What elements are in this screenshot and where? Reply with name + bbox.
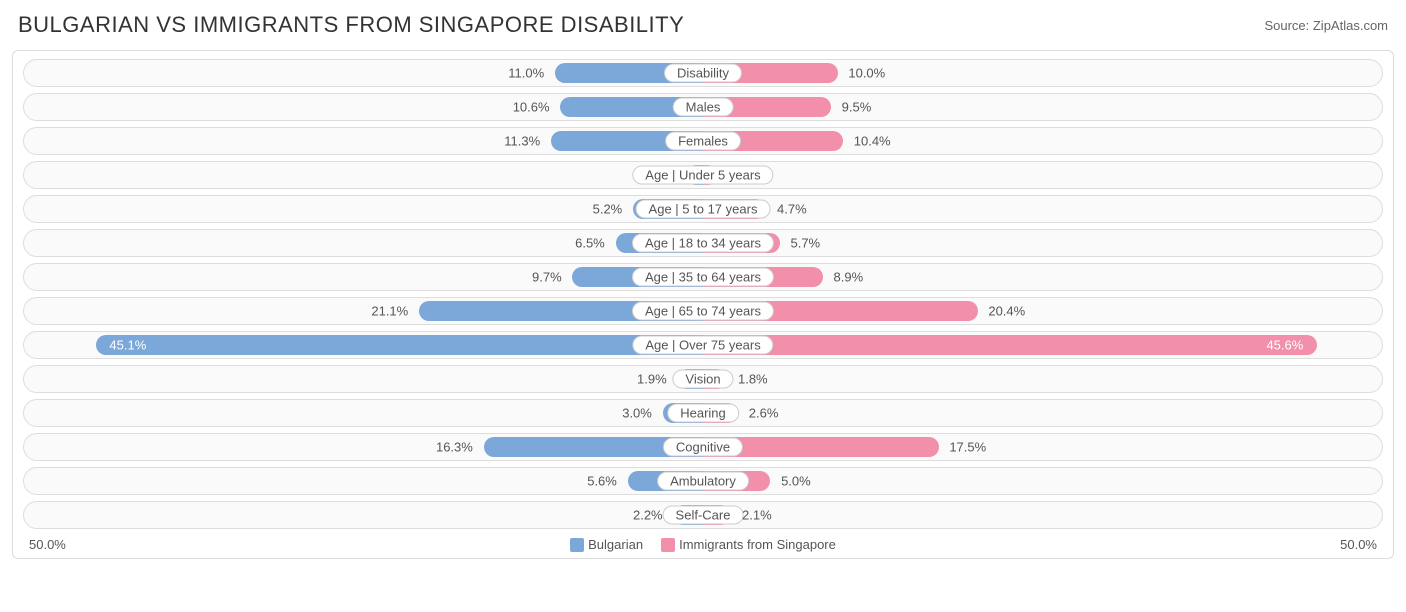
header: BULGARIAN VS IMMIGRANTS FROM SINGAPORE D… <box>0 0 1406 46</box>
data-row: 5.6% 5.0% Ambulatory <box>23 467 1383 495</box>
value-right: 45.6% <box>1266 338 1303 353</box>
data-row: 10.6% 9.5% Males <box>23 93 1383 121</box>
chart-area: 11.0%10.0%Disability10.6%9.5%Males11.3%1… <box>12 50 1394 559</box>
axis-right-max: 50.0% <box>1340 537 1377 552</box>
value-left: 2.2% <box>633 508 663 523</box>
category-label: Age | 35 to 64 years <box>632 268 774 287</box>
value-right: 10.0% <box>848 66 885 81</box>
legend-item-right: Immigrants from Singapore <box>661 537 836 552</box>
data-row: 21.1% 20.4% Age | 65 to 74 years <box>23 297 1383 325</box>
value-left: 1.9% <box>637 372 667 387</box>
data-row: 1.9% 1.8% Vision <box>23 365 1383 393</box>
data-row: 11.0% 10.0% Disability <box>23 59 1383 87</box>
value-left: 5.6% <box>587 474 617 489</box>
bar-right <box>703 335 1317 355</box>
legend-label-right: Immigrants from Singapore <box>679 537 836 552</box>
value-left: 6.5% <box>575 236 605 251</box>
value-right: 2.6% <box>749 406 779 421</box>
value-left: 11.0% <box>508 66 544 81</box>
axis-left-max: 50.0% <box>29 537 66 552</box>
value-right: 20.4% <box>988 304 1025 319</box>
value-right: 8.9% <box>834 270 864 285</box>
value-right: 1.8% <box>738 372 768 387</box>
value-right: 10.4% <box>854 134 891 149</box>
category-label: Females <box>665 132 741 151</box>
category-label: Age | 18 to 34 years <box>632 234 774 253</box>
data-row: 6.5% 5.7% Age | 18 to 34 years <box>23 229 1383 257</box>
value-left: 3.0% <box>622 406 652 421</box>
category-label: Age | Over 75 years <box>632 336 773 355</box>
data-row: 5.2% 4.7% Age | 5 to 17 years <box>23 195 1383 223</box>
value-right: 4.7% <box>777 202 807 217</box>
source-label: Source: ZipAtlas.com <box>1264 18 1388 33</box>
chart-title: BULGARIAN VS IMMIGRANTS FROM SINGAPORE D… <box>18 12 684 38</box>
category-label: Hearing <box>667 404 739 423</box>
value-left: 16.3% <box>436 440 473 455</box>
category-label: Age | 5 to 17 years <box>636 200 771 219</box>
data-row: 16.3% 17.5% Cognitive <box>23 433 1383 461</box>
legend-item-left: Bulgarian <box>570 537 643 552</box>
data-row: 3.0% 2.6% Hearing <box>23 399 1383 427</box>
rows-container: 11.0%10.0%Disability10.6%9.5%Males11.3%1… <box>23 59 1383 529</box>
legend-swatch-right <box>661 538 675 552</box>
value-left: 21.1% <box>371 304 408 319</box>
value-right: 2.1% <box>742 508 772 523</box>
data-row: 1.3%1.1%Age | Under 5 years <box>23 161 1383 189</box>
category-label: Ambulatory <box>657 472 749 491</box>
value-left: 10.6% <box>513 100 550 115</box>
value-left: 11.3% <box>504 134 540 149</box>
category-label: Age | Under 5 years <box>632 166 773 185</box>
category-label: Cognitive <box>663 438 743 457</box>
category-label: Self-Care <box>663 506 744 525</box>
value-left: 9.7% <box>532 270 562 285</box>
category-label: Vision <box>672 370 733 389</box>
legend: Bulgarian Immigrants from Singapore <box>570 537 836 552</box>
data-row: 9.7% 8.9% Age | 35 to 64 years <box>23 263 1383 291</box>
category-label: Males <box>673 98 734 117</box>
value-left: 5.2% <box>593 202 623 217</box>
value-left: 45.1% <box>109 338 146 353</box>
data-row: 45.1% 45.6% Age | Over 75 years <box>23 331 1383 359</box>
value-right: 17.5% <box>949 440 986 455</box>
value-right: 5.7% <box>790 236 820 251</box>
legend-label-left: Bulgarian <box>588 537 643 552</box>
data-row: 11.3% 10.4% Females <box>23 127 1383 155</box>
category-label: Age | 65 to 74 years <box>632 302 774 321</box>
bar-left <box>96 335 703 355</box>
legend-swatch-left <box>570 538 584 552</box>
value-right: 5.0% <box>781 474 811 489</box>
axis: 50.0% Bulgarian Immigrants from Singapor… <box>23 535 1383 552</box>
category-label: Disability <box>664 64 742 83</box>
value-right: 9.5% <box>842 100 872 115</box>
data-row: 2.2% 2.1%Self-Care <box>23 501 1383 529</box>
